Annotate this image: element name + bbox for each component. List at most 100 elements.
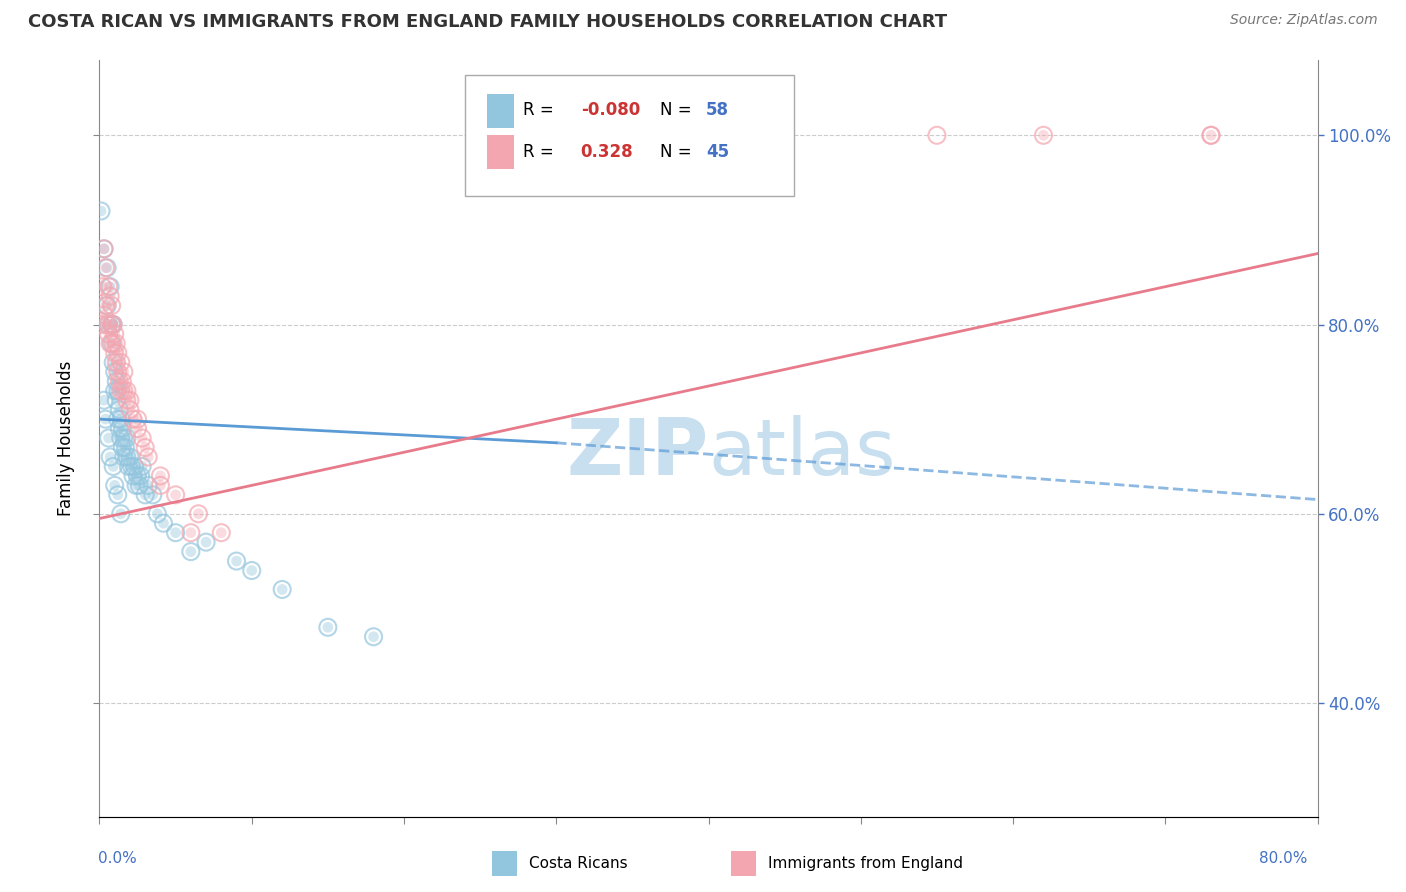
- Point: [107, 365, 129, 379]
- Point: [124, 459, 146, 474]
- Point: [90, 318, 112, 332]
- Point: [110, 507, 132, 521]
- Point: [165, 488, 187, 502]
- Point: [105, 355, 128, 369]
- Point: [131, 459, 153, 474]
- Point: [108, 374, 131, 388]
- Point: [100, 318, 122, 332]
- Point: [115, 384, 138, 398]
- Point: [90, 318, 112, 332]
- Point: [1199, 128, 1222, 143]
- Point: [96, 318, 118, 332]
- Point: [104, 326, 127, 341]
- Point: [94, 299, 117, 313]
- Point: [97, 326, 120, 341]
- Y-axis label: Family Households: Family Households: [58, 360, 75, 516]
- Point: [115, 393, 138, 408]
- Text: N =: N =: [659, 143, 697, 161]
- Point: [1199, 128, 1222, 143]
- Point: [180, 544, 202, 558]
- Point: [93, 242, 115, 256]
- Point: [149, 469, 172, 483]
- Point: [111, 441, 134, 455]
- Point: [111, 374, 134, 388]
- Point: [104, 384, 127, 398]
- Point: [100, 299, 122, 313]
- Point: [108, 422, 131, 436]
- Point: [271, 582, 294, 597]
- Point: [165, 488, 187, 502]
- Point: [165, 525, 187, 540]
- Point: [180, 525, 202, 540]
- Point: [111, 422, 134, 436]
- Point: [107, 412, 129, 426]
- Point: [131, 431, 153, 445]
- Point: [112, 450, 135, 464]
- Point: [112, 365, 135, 379]
- Point: [111, 422, 134, 436]
- Point: [104, 346, 127, 360]
- Point: [118, 393, 141, 408]
- Point: [112, 384, 135, 398]
- Point: [105, 374, 128, 388]
- Point: [107, 384, 129, 398]
- Point: [105, 336, 128, 351]
- Point: [118, 402, 141, 417]
- Point: [98, 289, 121, 303]
- Point: [114, 441, 136, 455]
- Text: Costa Ricans: Costa Ricans: [529, 856, 627, 871]
- Point: [98, 336, 121, 351]
- Point: [195, 535, 218, 549]
- Text: COSTA RICAN VS IMMIGRANTS FROM ENGLAND FAMILY HOUSEHOLDS CORRELATION CHART: COSTA RICAN VS IMMIGRANTS FROM ENGLAND F…: [28, 13, 948, 31]
- Point: [115, 431, 138, 445]
- Point: [100, 336, 122, 351]
- Point: [110, 412, 132, 426]
- FancyBboxPatch shape: [486, 94, 513, 128]
- Point: [112, 450, 135, 464]
- Point: [110, 355, 132, 369]
- Point: [98, 289, 121, 303]
- Point: [125, 478, 148, 492]
- Point: [98, 450, 121, 464]
- Point: [152, 516, 174, 531]
- Point: [100, 318, 122, 332]
- Text: Immigrants from England: Immigrants from England: [768, 856, 963, 871]
- Point: [108, 402, 131, 417]
- Point: [94, 412, 117, 426]
- Point: [100, 318, 122, 332]
- Point: [104, 478, 127, 492]
- Point: [115, 450, 138, 464]
- Point: [225, 554, 247, 568]
- Point: [105, 393, 128, 408]
- Point: [925, 128, 948, 143]
- Point: [96, 260, 118, 275]
- Point: [112, 384, 135, 398]
- Point: [93, 308, 115, 322]
- Point: [96, 318, 118, 332]
- Point: [90, 204, 112, 219]
- Point: [96, 260, 118, 275]
- Point: [363, 630, 385, 644]
- Point: [136, 478, 159, 492]
- Point: [94, 260, 117, 275]
- Point: [104, 365, 127, 379]
- Point: [363, 630, 385, 644]
- Text: ZIP: ZIP: [567, 415, 709, 491]
- Point: [104, 365, 127, 379]
- Point: [1032, 128, 1054, 143]
- Point: [134, 488, 156, 502]
- Point: [118, 402, 141, 417]
- Point: [136, 478, 159, 492]
- Point: [105, 355, 128, 369]
- Point: [125, 478, 148, 492]
- Text: 58: 58: [706, 102, 730, 120]
- Point: [195, 535, 218, 549]
- Point: [110, 384, 132, 398]
- Point: [97, 326, 120, 341]
- Point: [108, 422, 131, 436]
- Point: [97, 318, 120, 332]
- Point: [1032, 128, 1054, 143]
- Point: [149, 478, 172, 492]
- Point: [110, 412, 132, 426]
- Text: N =: N =: [659, 102, 697, 120]
